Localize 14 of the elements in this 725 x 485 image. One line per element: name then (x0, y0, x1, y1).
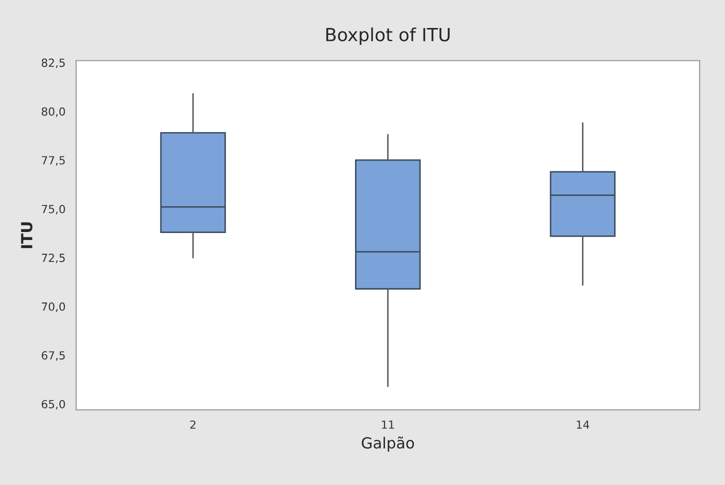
chart-title: Boxplot of ITU (326, 27, 450, 45)
y-tick-label: 75,0 (42, 204, 65, 214)
x-tick-label: 2 (190, 420, 196, 429)
y-axis-title: ITU (21, 222, 32, 248)
y-tick-label: 72,5 (42, 254, 65, 264)
y-tick-label: 65,0 (42, 400, 65, 410)
x-tick-label: 11 (382, 420, 394, 429)
y-tick-label: 77,5 (42, 156, 65, 166)
x-axis-title: Galpão (362, 436, 414, 452)
y-tick-label: 67,5 (42, 351, 65, 361)
y-tick-label: 82,5 (42, 58, 65, 68)
y-tick-label: 80,0 (42, 107, 65, 117)
x-tick-label: 14 (576, 420, 590, 429)
y-tick-label: 70,0 (42, 302, 65, 312)
